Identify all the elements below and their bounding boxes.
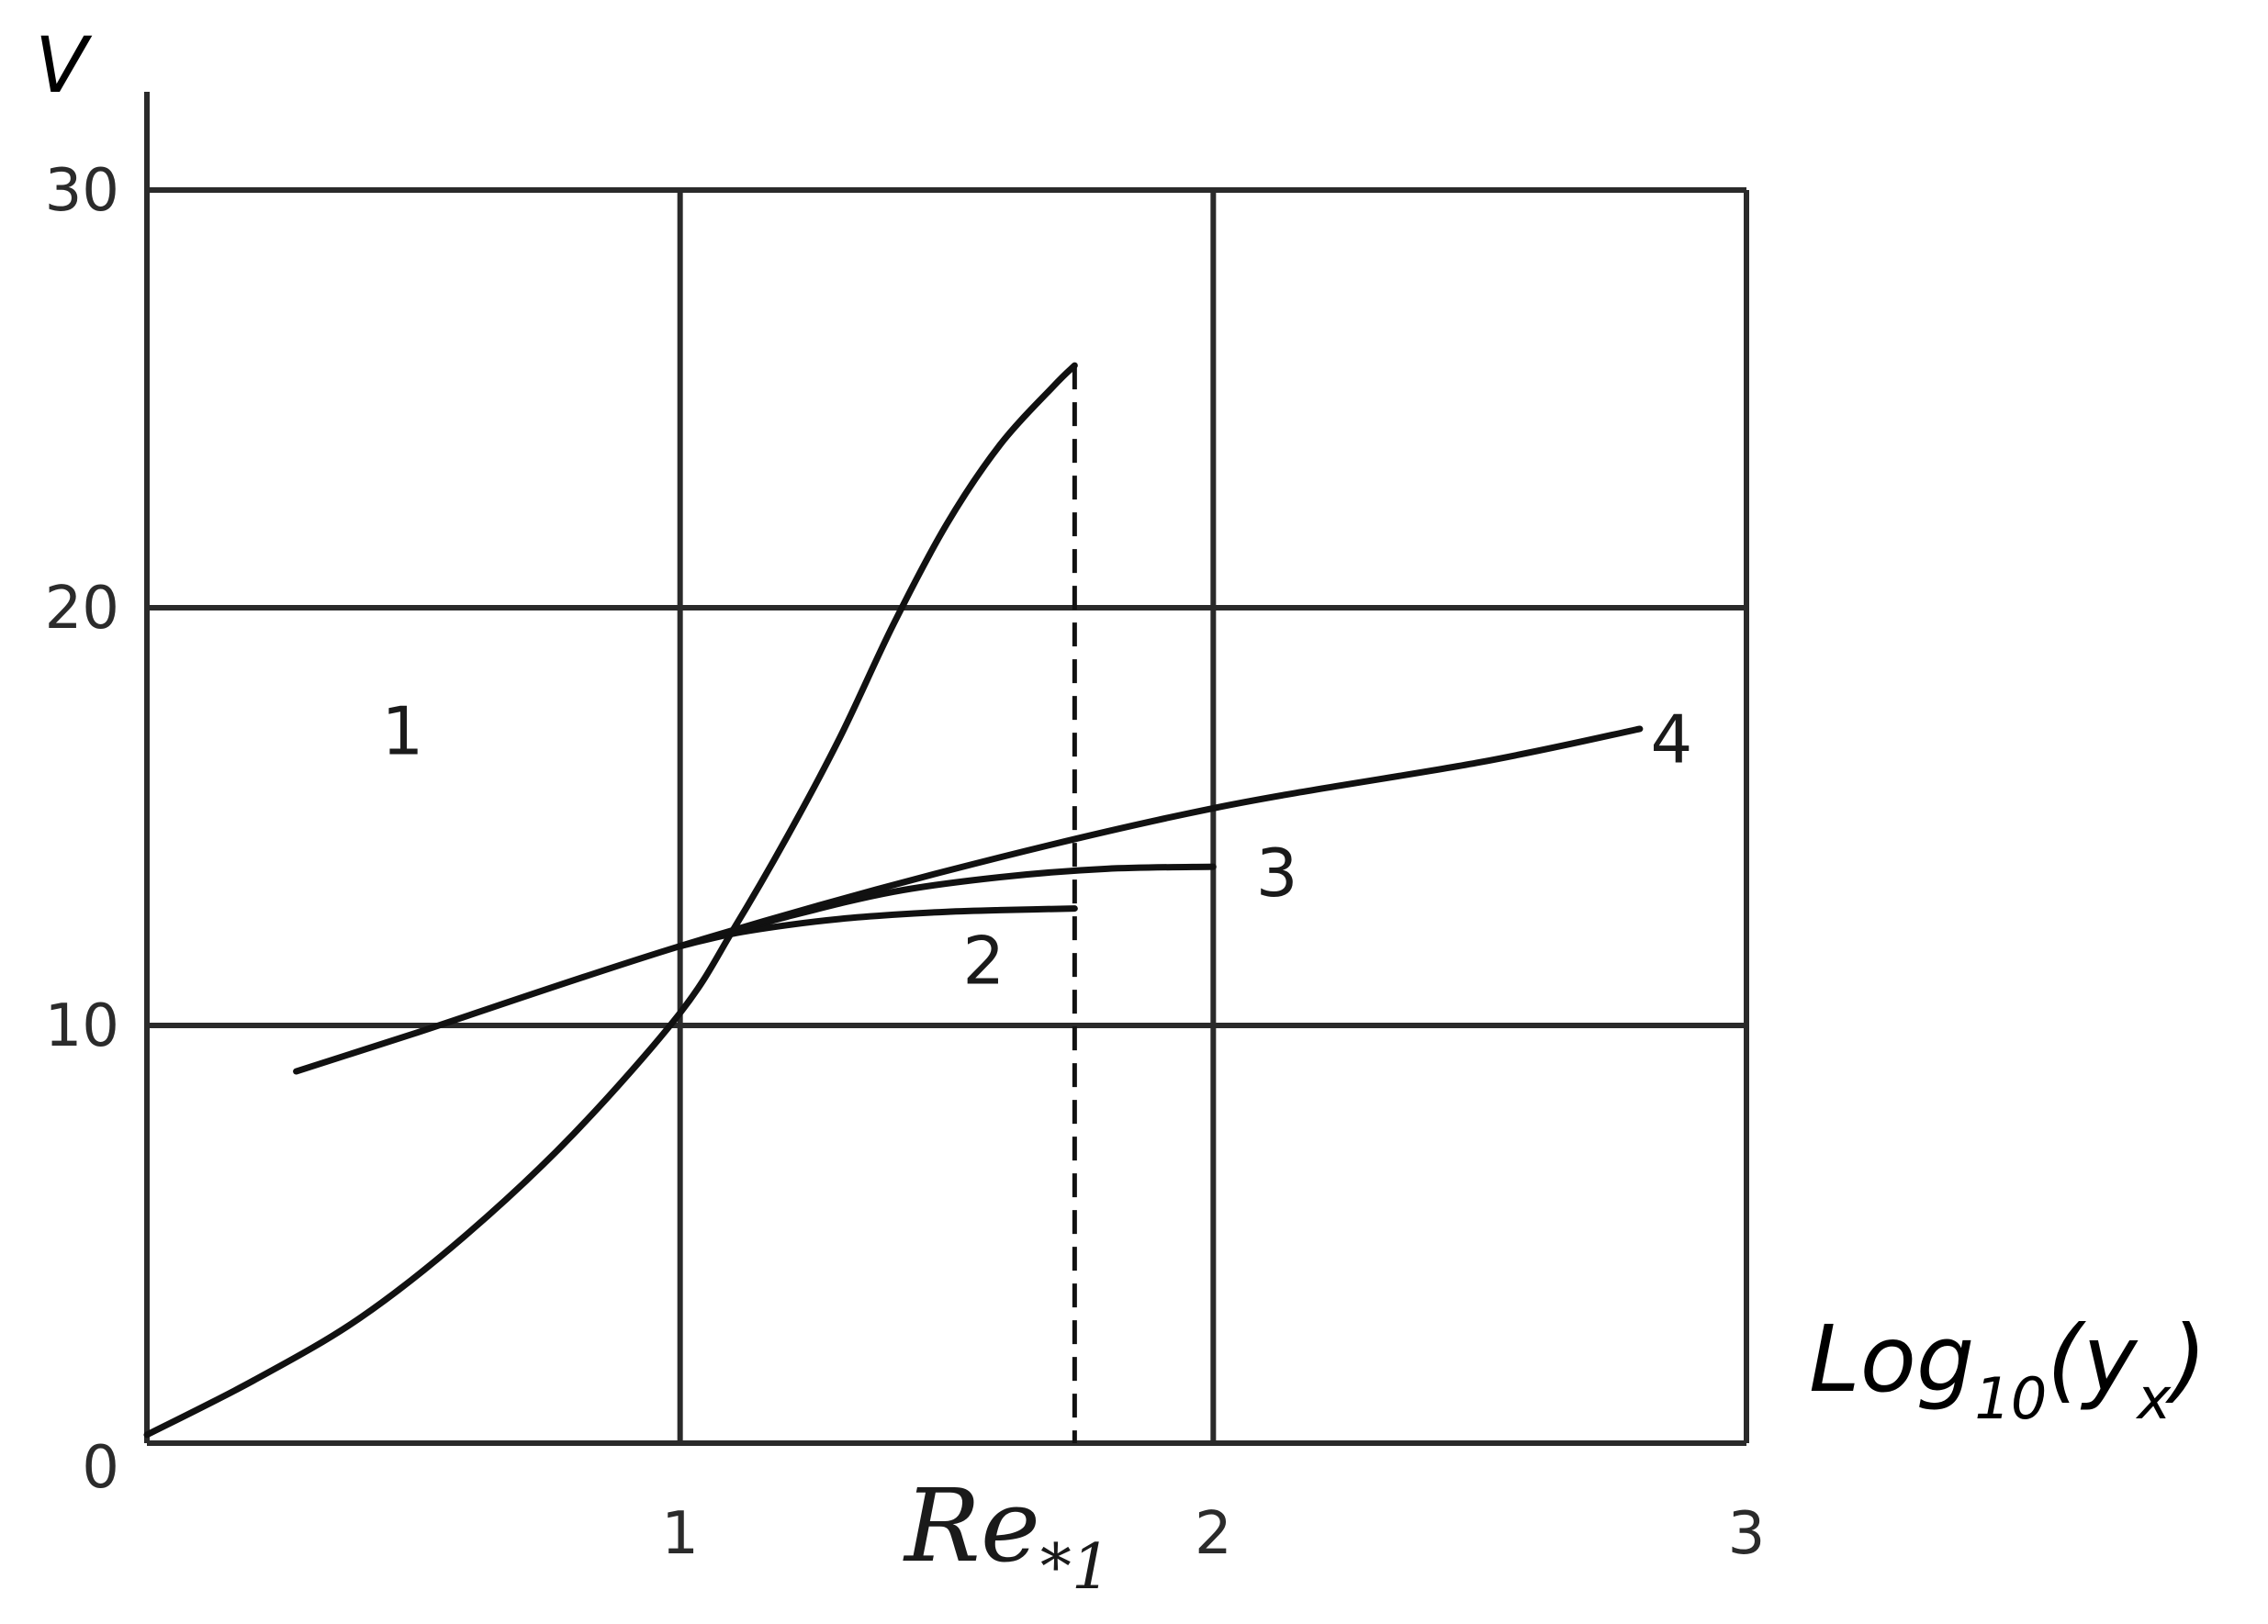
x-tick-label: 1 bbox=[661, 1500, 699, 1568]
y-tick-label: 0 bbox=[82, 1434, 119, 1502]
y-axis-title: V bbox=[35, 20, 93, 110]
series-1-line bbox=[143, 362, 1078, 1439]
x-axis-title-sub: 10 bbox=[1974, 1365, 2047, 1432]
series-3-label: 3 bbox=[1256, 834, 1298, 912]
y-tick-label: 30 bbox=[45, 157, 119, 225]
series-layer bbox=[143, 362, 1644, 1439]
series-1-label: 1 bbox=[381, 692, 423, 769]
re-annotation-base: Re bbox=[903, 1467, 1040, 1585]
y-tick-label: 20 bbox=[45, 575, 119, 643]
series-labels: 1 2 3 4 bbox=[381, 692, 1692, 999]
grid bbox=[144, 92, 1749, 1446]
x-axis-title-log: Log bbox=[1809, 1305, 1974, 1413]
x-axis-title-open: (y bbox=[2047, 1305, 2139, 1413]
x-axis-title-close: ) bbox=[2164, 1305, 2206, 1413]
re-annotation-sub: *1 bbox=[1040, 1531, 1111, 1604]
y-tick-label: 10 bbox=[45, 992, 119, 1060]
x-axis-title-arg-sub: x bbox=[2135, 1365, 2172, 1432]
re-annotation: Re*1 bbox=[903, 1467, 1111, 1604]
series-4-line bbox=[293, 725, 1644, 1075]
x-tick-label: 2 bbox=[1195, 1500, 1232, 1568]
series-2-label: 2 bbox=[962, 923, 1005, 1000]
x-tick-label: 3 bbox=[1728, 1500, 1766, 1568]
x-axis-title: Log10(yx) bbox=[1809, 1305, 2206, 1432]
series-4-label: 4 bbox=[1650, 700, 1692, 778]
